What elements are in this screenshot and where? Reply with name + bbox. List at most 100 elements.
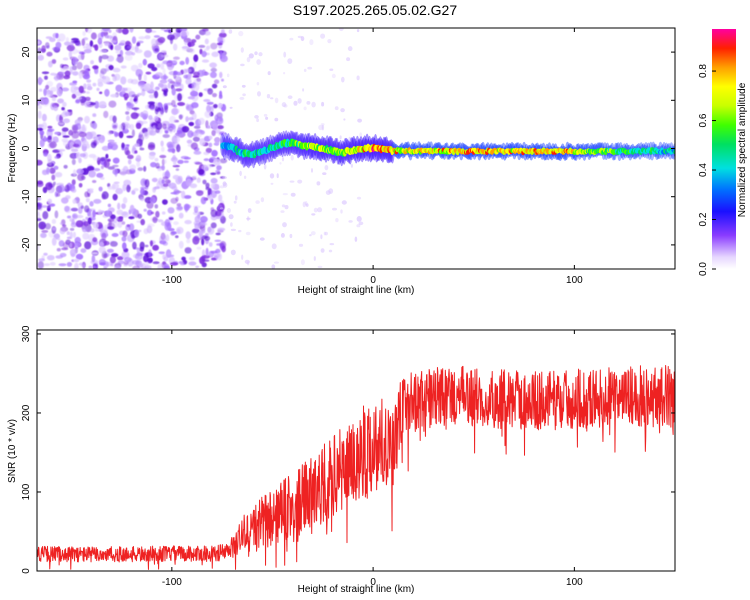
spectrogram-noise-cell <box>193 54 199 62</box>
spectrogram-speckle-cell <box>321 101 325 107</box>
spectrogram-noise-cell <box>85 43 91 46</box>
spectrogram-noise-cell <box>185 57 190 65</box>
spectrogram-noise-cell <box>219 210 224 213</box>
spectrogram-speckle-cell <box>320 123 325 126</box>
spectrogram-noise-cell <box>106 35 113 39</box>
spectrogram-noise-cell <box>107 130 113 136</box>
spectrogram-noise-cell <box>219 40 224 44</box>
spectrogram-noise-cell <box>216 165 222 171</box>
spectrogram-noise-cell <box>132 145 136 152</box>
spectrogram-speckle-cell <box>347 46 353 52</box>
spectrogram-speckle-cell <box>284 205 289 210</box>
spectrogram-noise-cell <box>70 138 76 145</box>
spectrogram-noise-cell <box>102 28 111 32</box>
spectrogram-noise-cell <box>47 128 55 132</box>
spectrogram-noise-cell <box>171 231 178 235</box>
spectrogram-noise-cell <box>88 265 93 269</box>
spectrogram-speckle-cell <box>287 95 293 99</box>
snr-y-tick-label: 200 <box>21 404 32 421</box>
spectrogram-noise-cell <box>37 40 41 45</box>
spectrogram-noise-cell <box>148 257 153 263</box>
spectrogram-noise-cell <box>47 125 53 129</box>
spectrogram-noise-cell <box>110 263 114 267</box>
spectrogram-noise-cell <box>160 140 164 147</box>
spectrogram-noise-cell <box>75 99 80 104</box>
spectrogram-noise-cell <box>92 180 97 183</box>
spectrogram-noise-cell <box>99 49 108 53</box>
spectrogram-noise-cell <box>153 187 157 191</box>
spectrogram-noise-cell <box>152 244 160 251</box>
spectrogram-noise-cell <box>75 253 84 260</box>
spectrogram-noise-cell <box>150 81 154 89</box>
spectrogram-noise-cell <box>191 228 200 234</box>
spectrogram-noise-cell <box>188 121 195 127</box>
spectrogram-noise-cell <box>112 115 117 123</box>
spectrogram-speckle-cell <box>246 57 251 63</box>
spectrogram-noise-cell <box>130 112 139 120</box>
spectrogram-noise-cell <box>161 146 165 152</box>
spectrogram-speckle-cell <box>309 39 314 46</box>
spectrogram-noise-cell <box>37 244 40 251</box>
spectrogram-noise-cell <box>134 143 140 148</box>
spectrogram-noise-cell <box>202 28 209 32</box>
spectrogram-noise-cell <box>190 90 199 97</box>
spectrogram-noise-cell <box>58 263 67 267</box>
spectrogram-noise-cell <box>107 185 114 190</box>
spectrogram-noise-cell <box>48 60 53 68</box>
spectrogram-noise-cell <box>126 115 130 122</box>
spectrogram-speckle-cell <box>256 59 261 65</box>
spectrogram-noise-cell <box>92 122 98 130</box>
spectrogram-noise-cell <box>172 125 176 133</box>
figure-title: S197.2025.265.05.02.G27 <box>293 2 457 18</box>
colorbar-tick-label: 0.2 <box>698 212 709 226</box>
spectrogram-noise-cell <box>158 251 165 255</box>
spectrogram-noise-cell <box>85 197 90 203</box>
spectrogram-noise-cell <box>88 153 97 158</box>
spectrogram-speckle-cell <box>356 224 361 228</box>
spectrogram-noise-cell <box>179 60 185 66</box>
spectrogram-noise-cell <box>120 168 127 176</box>
spectrogram-noise-cell <box>199 256 205 265</box>
spectrogram-noise-cell <box>173 159 177 166</box>
spectrogram-noise-cell <box>114 44 122 51</box>
spectrogram-noise-cell <box>61 127 69 132</box>
spectrogram-noise-cell <box>92 82 97 87</box>
spectrogram-noise-cell <box>140 188 145 196</box>
spectrogram-noise-cell <box>160 108 166 113</box>
spectrogram-noise-cell <box>131 36 137 44</box>
spectrogram-noise-cell <box>177 159 184 164</box>
spectrogram-speckle-cell <box>226 73 230 78</box>
spectrogram-speckle-cell <box>303 68 307 72</box>
spectrogram-speckle-cell <box>311 101 316 108</box>
spectrogram-speckle-cell <box>230 228 236 232</box>
spectrogram-noise-cell <box>56 192 61 197</box>
spectrogram-noise-cell <box>84 115 90 124</box>
spectrogram-noise-cell <box>219 241 227 249</box>
spectrogram-noise-cell <box>126 184 131 193</box>
spectrogram-noise-cell <box>72 143 80 148</box>
spectrogram-noise-cell <box>126 144 130 147</box>
spectrogram-noise-cell <box>137 92 142 96</box>
spectrogram-noise-cell <box>150 211 154 215</box>
spectrogram-noise-cell <box>216 42 223 46</box>
spectrogram-noise-cell <box>173 56 180 60</box>
spectrogram-noise-cell <box>96 87 100 92</box>
spectrogram-noise-cell <box>196 77 201 82</box>
spectrogram-noise-cell <box>56 88 63 97</box>
spectrogram-speckle-cell <box>238 229 242 233</box>
spectrogram-noise-cell <box>151 38 157 47</box>
spectrogram-noise-cell <box>184 68 192 73</box>
spectrogram-noise-cell <box>37 159 43 166</box>
spectrogram-noise-cell <box>40 223 45 230</box>
colorbar: 0.0 0.2 0.4 0.6 0.8 Normalized spectral ampl… <box>698 29 748 276</box>
spectrogram-noise-cell <box>71 158 76 165</box>
spectrogram-noise-cell <box>210 67 217 73</box>
spectrogram-noise-cell <box>172 81 182 87</box>
spectrogram-noise-cell <box>79 75 83 79</box>
spectrogram-noise-cell <box>192 236 200 245</box>
spectrogram-noise-cell <box>118 42 125 46</box>
spectrogram-noise-cell <box>215 232 221 236</box>
spectrogram-noise-cell <box>61 87 70 92</box>
spectrogram-speckle-cell <box>227 155 233 161</box>
spectrogram-noise-cell <box>203 151 210 156</box>
